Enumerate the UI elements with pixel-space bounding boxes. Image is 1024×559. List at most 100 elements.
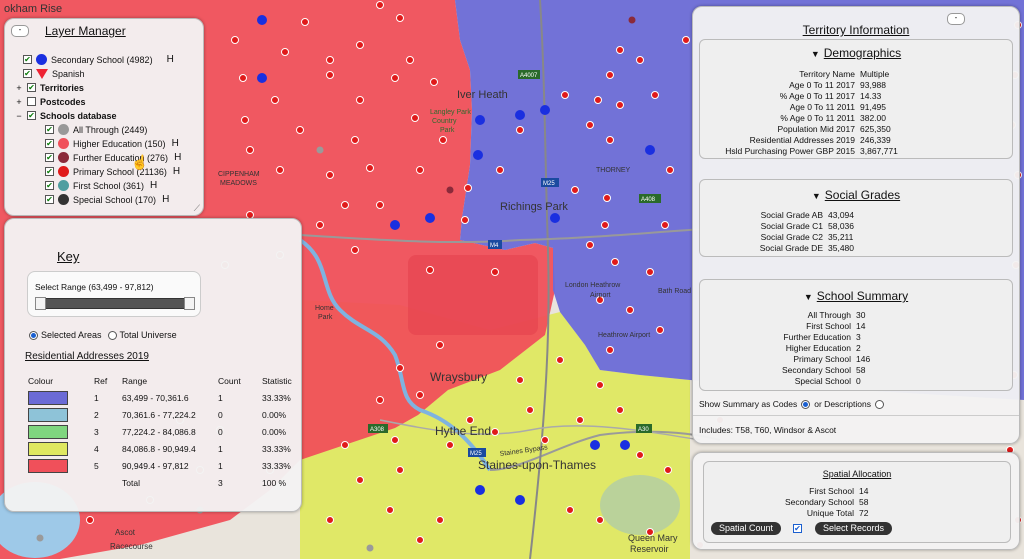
school-marker[interactable]: [516, 376, 524, 384]
school-marker[interactable]: [586, 121, 594, 129]
school-marker[interactable]: [376, 396, 384, 404]
school-marker[interactable]: [491, 268, 499, 276]
school-marker[interactable]: [606, 71, 614, 79]
school-marker[interactable]: [541, 436, 549, 444]
checkbox-first-school[interactable]: ✔: [45, 180, 54, 190]
school-marker[interactable]: [416, 391, 424, 399]
school-marker[interactable]: [566, 506, 574, 514]
school-marker[interactable]: [540, 105, 550, 115]
collapse-icon[interactable]: −: [16, 110, 22, 121]
school-marker[interactable]: [281, 48, 289, 56]
school-marker[interactable]: [276, 166, 284, 174]
school-marker[interactable]: [651, 91, 659, 99]
school-marker[interactable]: [594, 96, 602, 104]
school-marker[interactable]: [603, 194, 611, 202]
checkbox-schools-database[interactable]: ✔: [27, 110, 36, 120]
range-slider[interactable]: [35, 297, 195, 310]
school-marker[interactable]: [475, 485, 485, 495]
hide-toggle-first-school[interactable]: H: [150, 180, 158, 191]
school-marker[interactable]: [316, 146, 324, 154]
school-marker[interactable]: [590, 440, 600, 450]
school-marker[interactable]: [396, 14, 404, 22]
select-records-button[interactable]: Select Records: [815, 522, 893, 535]
school-marker[interactable]: [586, 241, 594, 249]
school-marker[interactable]: [351, 246, 359, 254]
school-marker[interactable]: [366, 164, 374, 172]
school-marker[interactable]: [515, 110, 525, 120]
checkbox-further-education[interactable]: ✔: [45, 152, 54, 162]
school-marker[interactable]: [515, 495, 525, 505]
school-marker[interactable]: [296, 126, 304, 134]
school-marker[interactable]: [396, 364, 404, 372]
school-marker[interactable]: [461, 216, 469, 224]
radio-codes[interactable]: [801, 399, 811, 409]
school-marker[interactable]: [396, 466, 404, 474]
school-marker[interactable]: [666, 166, 674, 174]
radio-descriptions[interactable]: [874, 399, 884, 409]
school-marker[interactable]: [239, 74, 247, 82]
school-marker[interactable]: [446, 186, 454, 194]
school-marker[interactable]: [606, 346, 614, 354]
school-marker[interactable]: [626, 306, 634, 314]
school-marker[interactable]: [464, 184, 472, 192]
school-marker[interactable]: [473, 150, 483, 160]
school-marker[interactable]: [351, 136, 359, 144]
range-slider-handle-min[interactable]: [35, 297, 46, 310]
school-marker[interactable]: [466, 416, 474, 424]
school-marker[interactable]: [596, 381, 604, 389]
school-marker[interactable]: [616, 46, 624, 54]
school-marker[interactable]: [571, 186, 579, 194]
school-marker[interactable]: [620, 440, 630, 450]
school-marker[interactable]: [406, 56, 414, 64]
demographics-header[interactable]: ▼ Demographics: [700, 46, 1012, 60]
school-marker[interactable]: [341, 201, 349, 209]
school-marker[interactable]: [661, 221, 669, 229]
school-marker[interactable]: [611, 258, 619, 266]
resize-grip-icon[interactable]: ⟋: [193, 203, 200, 213]
hide-toggle-special-school[interactable]: H: [162, 194, 170, 205]
school-marker[interactable]: [356, 41, 364, 49]
radio-total-universe[interactable]: [107, 330, 117, 340]
school-marker[interactable]: [516, 126, 524, 134]
layer-manager-collapse-button[interactable]: -: [11, 25, 29, 37]
school-marker[interactable]: [656, 326, 664, 334]
school-marker[interactable]: [601, 221, 609, 229]
school-marker[interactable]: [425, 213, 435, 223]
spatial-count-button[interactable]: Spatial Count: [711, 522, 782, 535]
school-marker[interactable]: [491, 428, 499, 436]
hide-toggle-secondary[interactable]: H: [166, 54, 174, 65]
school-marker[interactable]: [606, 136, 614, 144]
checkbox-territories[interactable]: ✔: [27, 82, 36, 92]
school-marker[interactable]: [231, 36, 239, 44]
school-marker[interactable]: [436, 341, 444, 349]
checkbox-special-school[interactable]: ✔: [45, 194, 54, 204]
school-marker[interactable]: [436, 516, 444, 524]
checkbox-all-through[interactable]: ✔: [45, 124, 54, 134]
school-marker[interactable]: [326, 516, 334, 524]
school-marker[interactable]: [416, 166, 424, 174]
hide-toggle-higher-education[interactable]: H: [171, 138, 179, 149]
school-marker[interactable]: [391, 436, 399, 444]
school-marker[interactable]: [341, 441, 349, 449]
school-marker[interactable]: [475, 115, 485, 125]
school-marker[interactable]: [446, 441, 454, 449]
school-marker[interactable]: [376, 1, 384, 9]
school-marker[interactable]: [390, 220, 400, 230]
school-marker[interactable]: [496, 166, 504, 174]
school-marker[interactable]: [426, 266, 434, 274]
school-marker[interactable]: [271, 96, 279, 104]
hide-toggle-further-education[interactable]: H: [174, 152, 182, 163]
checkbox-postcodes[interactable]: [27, 97, 36, 106]
school-marker[interactable]: [636, 451, 644, 459]
school-marker[interactable]: [411, 114, 419, 122]
checkbox-primary-school[interactable]: ✔: [45, 166, 54, 176]
school-marker[interactable]: [257, 15, 267, 25]
school-marker[interactable]: [645, 145, 655, 155]
school-marker[interactable]: [561, 91, 569, 99]
school-marker[interactable]: [556, 356, 564, 364]
checkbox-secondary-school[interactable]: ✔: [23, 54, 32, 64]
school-marker[interactable]: [356, 476, 364, 484]
school-marker[interactable]: [664, 466, 672, 474]
checkbox-spanish[interactable]: ✔: [23, 68, 32, 78]
school-marker[interactable]: [430, 78, 438, 86]
